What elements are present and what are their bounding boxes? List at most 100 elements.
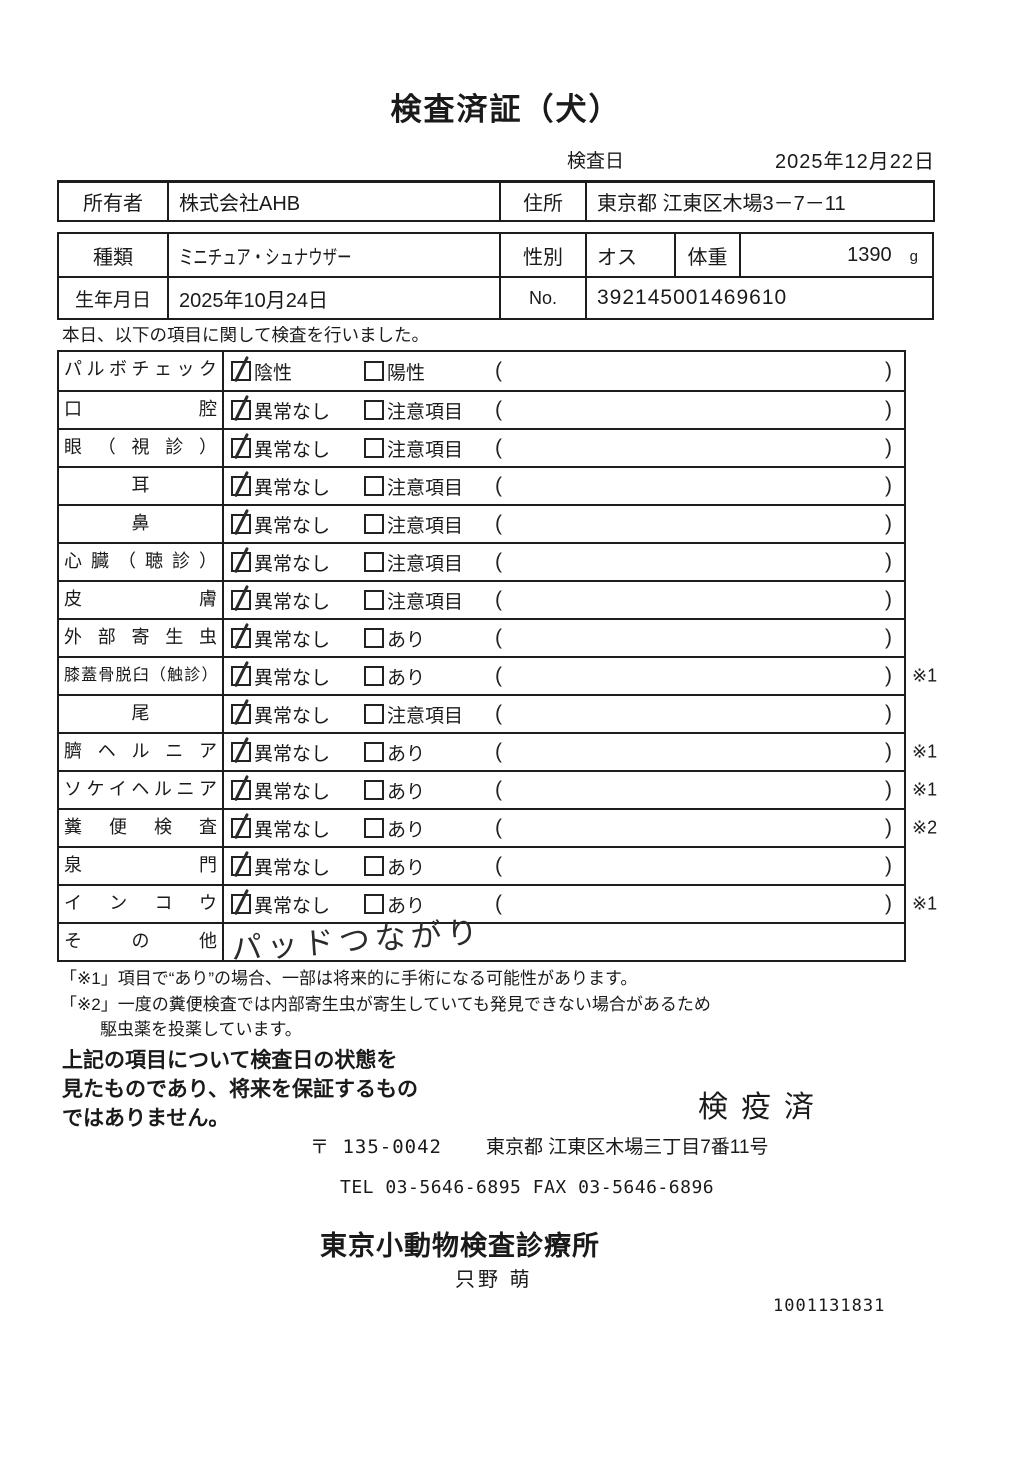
inspection-item-label: 膝蓋骨脱臼（触診） bbox=[59, 658, 224, 694]
sex-value: オス bbox=[585, 234, 674, 276]
checkbox-primary-icon[interactable] bbox=[231, 438, 251, 458]
footnote-1: 「※1」項目で“あり”の場合、一部は将来的に手術になる可能性があります。 bbox=[60, 969, 638, 988]
primary-option: 異常なし bbox=[231, 397, 364, 424]
number-label: No. bbox=[499, 278, 585, 318]
sex-label: 性別 bbox=[499, 234, 585, 276]
checkbox-secondary-icon[interactable] bbox=[364, 818, 384, 838]
checkbox-primary-icon[interactable] bbox=[231, 742, 251, 762]
paren-close: ) bbox=[885, 854, 892, 877]
secondary-option-label: あり bbox=[387, 667, 426, 689]
owner-row: 所有者 株式会社AHB 住所 東京都 江東区木場3－7－11 bbox=[59, 183, 933, 220]
secondary-option-label: 注意項目 bbox=[387, 477, 464, 499]
checkbox-primary-icon[interactable] bbox=[231, 780, 251, 800]
paren-close: ) bbox=[885, 588, 892, 611]
paren-open: ( bbox=[495, 588, 502, 611]
checkbox-secondary-icon[interactable] bbox=[364, 590, 384, 610]
checkbox-primary-icon[interactable] bbox=[231, 704, 251, 724]
secondary-option: あり bbox=[364, 739, 495, 766]
primary-option-label: 異常なし bbox=[254, 439, 331, 461]
owner-table: 所有者 株式会社AHB 住所 東京都 江東区木場3－7－11 bbox=[57, 180, 935, 222]
row-footnote-ref: ※1 bbox=[912, 893, 938, 914]
remarks-field: ( ) bbox=[495, 892, 904, 916]
checkbox-primary-icon[interactable] bbox=[231, 856, 251, 876]
paren-close: ) bbox=[885, 626, 892, 649]
checkbox-secondary-icon[interactable] bbox=[364, 704, 384, 724]
inspection-item-label: 外部寄生虫 bbox=[59, 620, 224, 656]
paren-close: ) bbox=[885, 550, 892, 573]
inspection-item-label: 鼻 bbox=[59, 506, 224, 542]
primary-option: 異常なし bbox=[231, 701, 364, 728]
checkbox-primary-icon[interactable] bbox=[231, 666, 251, 686]
checkbox-secondary-icon[interactable] bbox=[364, 514, 384, 534]
checkbox-secondary-icon[interactable] bbox=[364, 628, 384, 648]
secondary-option-label: あり bbox=[387, 629, 426, 651]
remarks-field: ( ) bbox=[495, 702, 904, 726]
primary-option-label: 異常なし bbox=[254, 591, 331, 613]
checkbox-secondary-icon[interactable] bbox=[364, 476, 384, 496]
checkbox-secondary-icon[interactable] bbox=[364, 894, 384, 914]
inspection-row: 糞便検査 異常なし あり ( ) ※2 bbox=[59, 808, 937, 846]
checkbox-primary-icon[interactable] bbox=[231, 818, 251, 838]
inspection-item-label: パルボチェック bbox=[59, 352, 224, 390]
checkbox-primary-icon[interactable] bbox=[231, 476, 251, 496]
checkbox-secondary-icon[interactable] bbox=[364, 666, 384, 686]
inspection-row: パルボチェック 陰性 陽性 ( ) bbox=[59, 352, 904, 390]
inspection-row: 耳 異常なし 注意項目 ( ) bbox=[59, 466, 904, 504]
inspection-result-cell: 異常なし 注意項目 ( ) bbox=[224, 468, 904, 504]
clinic-postal-code: 〒 135-0042 bbox=[310, 1136, 442, 1158]
checkbox-secondary-icon[interactable] bbox=[364, 742, 384, 762]
remarks-field: ( ) bbox=[495, 626, 904, 650]
checkbox-primary-icon[interactable] bbox=[231, 552, 251, 572]
serial-number: 1001131831 bbox=[773, 1296, 886, 1316]
disclaimer-line1: 上記の項目について検査日の状態を bbox=[62, 1049, 398, 1072]
inspection-item-label: インコウ bbox=[59, 886, 224, 922]
primary-option: 異常なし bbox=[231, 587, 364, 614]
paren-open: ( bbox=[495, 626, 502, 649]
primary-option-label: 異常なし bbox=[254, 401, 331, 423]
breed-value: ミニチュア・シュナウザー bbox=[167, 234, 499, 276]
inspection-row: 眼（視診） 異常なし 注意項目 ( ) bbox=[59, 428, 904, 466]
remarks-field: ( ) bbox=[495, 436, 904, 460]
checkbox-primary-icon[interactable] bbox=[231, 361, 251, 381]
inspection-date-value: 2025年12月22日 bbox=[775, 151, 935, 173]
inspection-item-label: 耳 bbox=[59, 468, 224, 504]
row-footnote-ref: ※1 bbox=[912, 779, 938, 800]
pet-row-1: 種類 ミニチュア・シュナウザー 性別 オス 体重 1390 g bbox=[59, 234, 932, 276]
paren-open: ( bbox=[495, 398, 502, 421]
secondary-option: 注意項目 bbox=[364, 473, 495, 500]
secondary-option-label: 陽性 bbox=[387, 362, 426, 384]
remarks-field: ( ) bbox=[495, 550, 904, 574]
checkbox-primary-icon[interactable] bbox=[231, 590, 251, 610]
primary-option: 異常なし bbox=[231, 853, 364, 880]
inspection-item-label: 心臓（聴診） bbox=[59, 544, 224, 580]
primary-option-label: 異常なし bbox=[254, 781, 331, 803]
checkbox-primary-icon[interactable] bbox=[231, 400, 251, 420]
pet-row-2: 生年月日 2025年10月24日 No. 392145001469610 bbox=[59, 276, 932, 318]
inspection-result-cell: 異常なし あり ( ) bbox=[224, 658, 904, 694]
secondary-option: あり bbox=[364, 815, 495, 842]
paren-open: ( bbox=[495, 359, 502, 382]
checkbox-secondary-icon[interactable] bbox=[364, 361, 384, 381]
paren-open: ( bbox=[495, 512, 502, 535]
inspection-row: 外部寄生虫 異常なし あり ( ) bbox=[59, 618, 904, 656]
checkbox-primary-icon[interactable] bbox=[231, 894, 251, 914]
checkbox-secondary-icon[interactable] bbox=[364, 438, 384, 458]
checkbox-secondary-icon[interactable] bbox=[364, 856, 384, 876]
disclaimer-text: 上記の項目について検査日の状態を 見たものであり、将来を保証するもの ではありま… bbox=[62, 1046, 418, 1133]
remarks-field: ( ) bbox=[495, 588, 904, 612]
remarks-field: ( ) bbox=[495, 512, 904, 536]
paren-open: ( bbox=[495, 854, 502, 877]
pet-info-table: 種類 ミニチュア・シュナウザー 性別 オス 体重 1390 g 生年月日 202… bbox=[57, 232, 934, 320]
inspection-result-cell: 異常なし あり ( ) bbox=[224, 772, 904, 808]
inspection-item-label: 泉門 bbox=[59, 848, 224, 884]
inspection-result-cell: ( ) パッドつながり bbox=[224, 914, 904, 966]
remarks-field: ( ) bbox=[495, 474, 904, 498]
checkbox-secondary-icon[interactable] bbox=[364, 780, 384, 800]
secondary-option: あり bbox=[364, 853, 495, 880]
checkbox-secondary-icon[interactable] bbox=[364, 400, 384, 420]
checkbox-primary-icon[interactable] bbox=[231, 514, 251, 534]
checkbox-primary-icon[interactable] bbox=[231, 628, 251, 648]
checkbox-secondary-icon[interactable] bbox=[364, 552, 384, 572]
row-footnote-ref: ※2 bbox=[912, 817, 938, 838]
